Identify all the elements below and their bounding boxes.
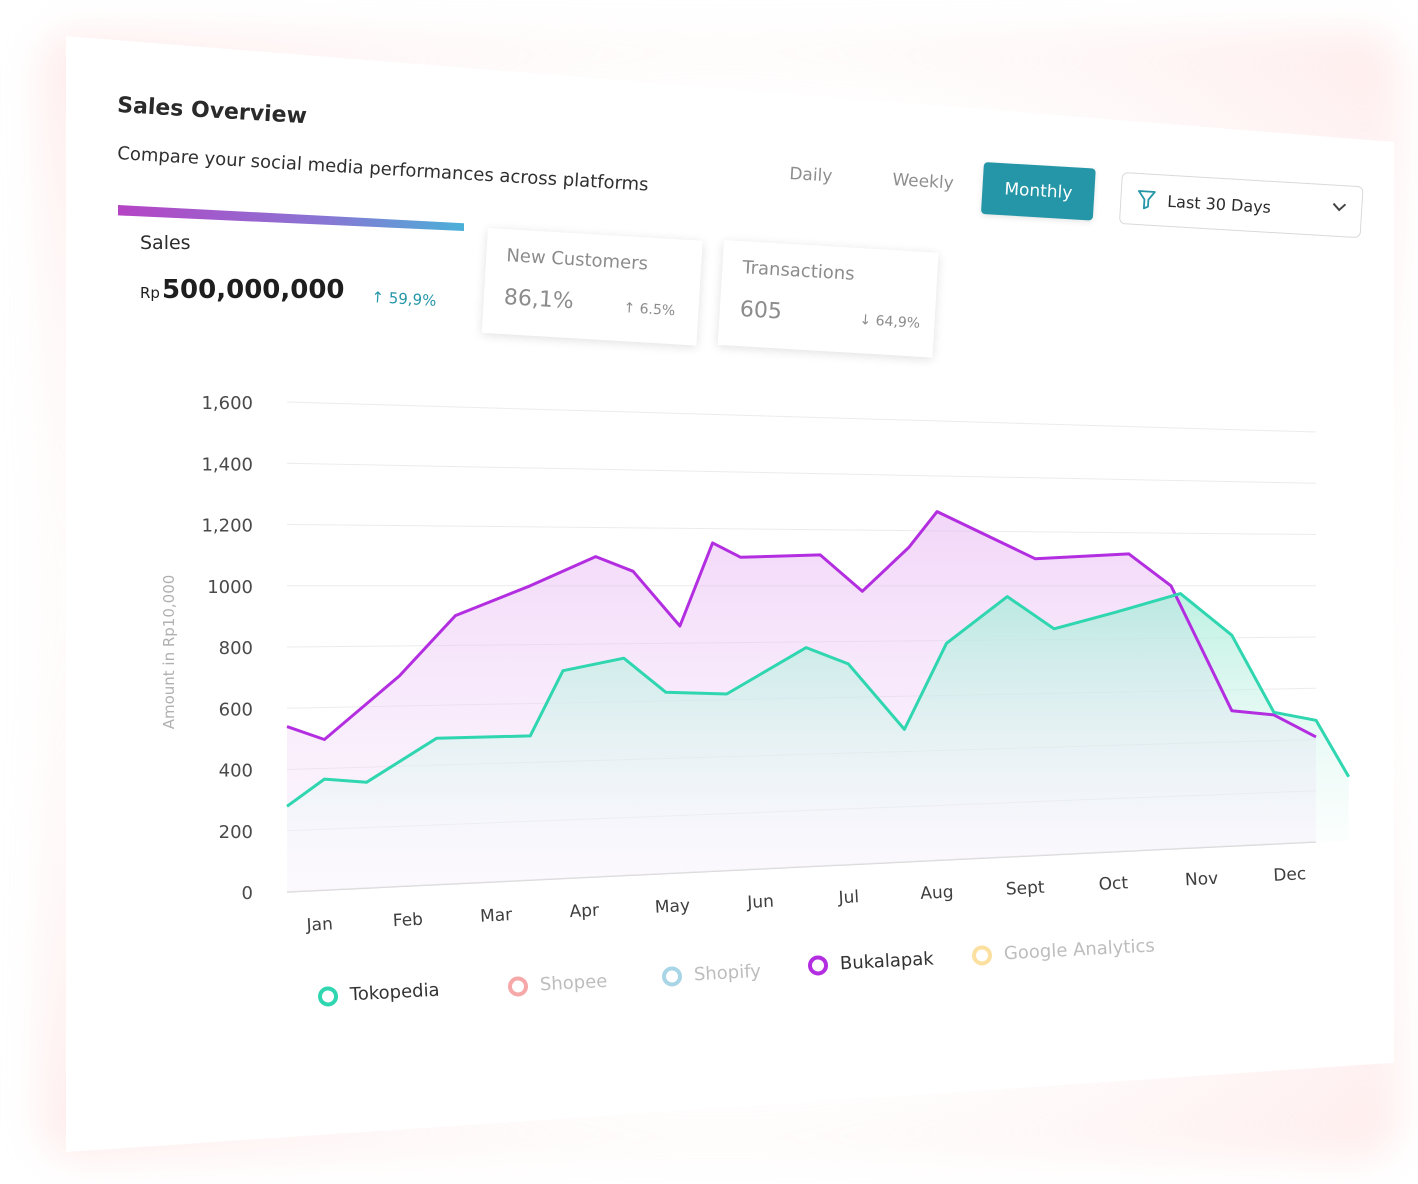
- y-tick-label: 200: [219, 822, 253, 843]
- x-tick-label: Feb: [392, 910, 423, 932]
- series-area-tokopedia: [287, 593, 1349, 892]
- x-tick-label: Oct: [1098, 873, 1129, 895]
- x-tick-label: Nov: [1184, 869, 1218, 891]
- y-tick-label: 400: [219, 761, 253, 782]
- series-line-tokopedia[interactable]: [286, 592, 1350, 808]
- y-tick-label: 1000: [207, 577, 253, 598]
- y-tick-label: 0: [242, 883, 253, 904]
- x-tick-label: Aug: [920, 882, 954, 904]
- x-tick-label: Sept: [1005, 878, 1045, 900]
- gridline: [286, 401, 1317, 433]
- x-tick-label: Mar: [480, 905, 513, 927]
- y-axis-label: Amount in Rp10,000: [160, 575, 178, 730]
- kpi-sales-amount: 500,000,000: [161, 275, 345, 305]
- legend-label: Shopify: [693, 960, 762, 986]
- kpi-sales-currency: Rp: [140, 284, 160, 302]
- y-tick-label: 1,400: [201, 454, 253, 475]
- legend-marker-icon: [971, 944, 993, 966]
- date-range-select[interactable]: Last 30 Days: [1118, 172, 1364, 239]
- legend-label: Shopee: [539, 970, 608, 996]
- x-tick-label: Jun: [746, 892, 775, 913]
- legend-marker-icon: [807, 954, 829, 976]
- chevron-down-icon: [1331, 200, 1348, 213]
- series-line-bukalapak[interactable]: [286, 510, 1317, 741]
- chart-areas: [287, 511, 1349, 892]
- chart-lines: [286, 510, 1350, 808]
- legend-marker-icon: [661, 965, 683, 987]
- x-tick-label: Jan: [305, 914, 333, 935]
- y-axis-ticks: 1,600 1,400 1,200 1000 800 600 400 200 0: [201, 393, 253, 904]
- x-tick-label: Jul: [837, 887, 860, 908]
- filter-icon: [1137, 189, 1156, 210]
- x-tick-label: May: [654, 896, 690, 918]
- legend-marker-icon: [507, 975, 529, 997]
- gridline: [286, 462, 1317, 484]
- kpi-sales-label: Sales: [140, 232, 191, 254]
- kpi-sales-card[interactable]: [118, 205, 464, 355]
- y-tick-label: 800: [219, 638, 253, 659]
- legend-marker-icon: [317, 985, 339, 1007]
- x-tick-label: Dec: [1273, 864, 1307, 886]
- x-tick-label: Apr: [569, 901, 599, 923]
- gridline: [286, 524, 1317, 535]
- y-tick-label: 1,600: [201, 393, 253, 414]
- kpi-sales-value: Rp500,000,000: [140, 275, 345, 305]
- x-axis-ticks: Jan Feb Mar Apr May Jun Jul Aug Sept Oct Nov Dec: [305, 864, 1307, 936]
- y-tick-label: 600: [219, 699, 253, 720]
- y-tick-label: 1,200: [201, 516, 253, 537]
